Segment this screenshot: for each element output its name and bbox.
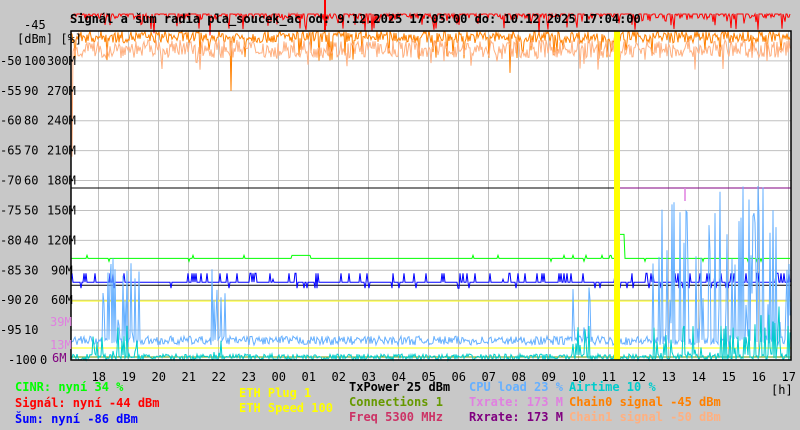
x-tick-label: 17 bbox=[782, 370, 796, 384]
legend-item: Šum: nyní -86 dBm bbox=[15, 411, 138, 426]
y-tick-pct: 10 bbox=[24, 323, 38, 337]
x-tick-label: 07 bbox=[482, 370, 496, 384]
y-tick-pct: 50 bbox=[24, 203, 38, 217]
x-tick-label: 11 bbox=[602, 370, 616, 384]
y-tick-dbm: -95 bbox=[0, 323, 22, 337]
y-tick-rate: 180M bbox=[47, 174, 76, 188]
legend-item: TxPower 25 dBm bbox=[349, 380, 450, 394]
x-tick-label: 10 bbox=[572, 370, 586, 384]
y-tick-dbm: -60 bbox=[0, 114, 22, 128]
y-tick-rate: 210M bbox=[47, 144, 76, 158]
x-tick-label: 06 bbox=[452, 370, 466, 384]
y-tick-dbm: -80 bbox=[0, 233, 22, 247]
x-tick-label: 22 bbox=[212, 370, 226, 384]
y-tick-rate: 240M bbox=[47, 114, 76, 128]
series-chain1-signal bbox=[70, 38, 791, 157]
x-tick-label: 08 bbox=[512, 370, 526, 384]
x-tick-label: 23 bbox=[242, 370, 256, 384]
x-tick-label: 01 bbox=[302, 370, 316, 384]
x-tick-label: 15 bbox=[722, 370, 736, 384]
rate-marker-label: 6M bbox=[52, 351, 66, 365]
x-tick-label: 21 bbox=[182, 370, 196, 384]
y-axis-labels: -45-50 100 300M-55 90 270M-60 80 240M-65 70 210M… bbox=[0, 18, 76, 367]
y-tick-pct: 0 bbox=[40, 353, 47, 367]
series-signal bbox=[70, 12, 791, 36]
x-tick-label: 05 bbox=[422, 370, 436, 384]
legend-item: CPU load 23 % bbox=[469, 380, 564, 394]
series-cinr bbox=[71, 233, 790, 263]
legend-item: CINR: nyní 34 % bbox=[15, 380, 124, 394]
x-tick-label: 09 bbox=[542, 370, 556, 384]
legend-item: Signál: nyní -44 dBm bbox=[15, 396, 160, 410]
y-tick-dbm: -50 bbox=[0, 54, 22, 68]
y-tick-dbm: -100 bbox=[8, 353, 37, 367]
x-tick-label: 14 bbox=[692, 370, 706, 384]
x-tick-label: 19 bbox=[122, 370, 136, 384]
rate-marker-label: 13M bbox=[50, 338, 72, 352]
x-unit-label: [h] bbox=[771, 383, 793, 397]
x-tick-label: 04 bbox=[392, 370, 406, 384]
y-tick-rate: 60M bbox=[51, 293, 73, 307]
y-tick-dbm: -45 bbox=[24, 18, 46, 32]
x-tick-label: 03 bbox=[362, 370, 376, 384]
y-tick-dbm: -90 bbox=[0, 293, 22, 307]
y-tick-pct: 90 bbox=[24, 84, 38, 98]
series-cpu-load bbox=[70, 186, 791, 347]
series-airtime bbox=[70, 306, 791, 362]
plot-frame bbox=[70, 30, 792, 361]
y-tick-dbm: -85 bbox=[0, 263, 22, 277]
grid bbox=[71, 31, 791, 360]
y-tick-rate: 270M bbox=[47, 84, 76, 98]
x-axis-labels: 18 19 20 21 22 23 00 01 02 03 04 05 06 07 08 09 10 11 12 13… bbox=[92, 370, 796, 384]
legend-item: Chain1 signal -50 dBm bbox=[569, 410, 721, 424]
y-tick-dbm: -55 bbox=[0, 84, 22, 98]
legend-item: Rxrate: 173 M bbox=[469, 410, 563, 424]
y-tick-dbm: -70 bbox=[0, 174, 22, 188]
legend-item: Connections 1 bbox=[349, 395, 443, 409]
x-tick-label: 12 bbox=[632, 370, 646, 384]
legend-item: ETH Plug 1 bbox=[239, 386, 311, 400]
x-tick-label: 00 bbox=[272, 370, 286, 384]
chart-title: Signál a šum radia pla_soucek_ac od: 9.1… bbox=[70, 12, 641, 27]
y-units-label: [dBm] [%] bbox=[17, 32, 82, 46]
y-tick-pct: 100 bbox=[24, 54, 46, 68]
rate-marker-label: 39M bbox=[50, 315, 72, 329]
x-tick-label: 18 bbox=[92, 370, 106, 384]
legend-item: ETH Speed 100 bbox=[239, 401, 333, 415]
outage-bar bbox=[614, 31, 620, 360]
series-layer bbox=[70, 0, 791, 362]
x-tick-label: 20 bbox=[152, 370, 166, 384]
y-tick-pct: 20 bbox=[24, 293, 38, 307]
x-tick-label: 02 bbox=[332, 370, 346, 384]
legend: CINR: nyní 34 % Signál: nyní -44 dBmŠum: … bbox=[15, 380, 721, 426]
y-tick-rate: 90M bbox=[51, 263, 73, 277]
y-tick-rate: 150M bbox=[47, 203, 76, 217]
series-chain0-signal bbox=[70, 29, 791, 91]
y-tick-pct: 70 bbox=[24, 144, 38, 158]
legend-item: Freq 5300 MHz bbox=[349, 410, 443, 424]
y-tick-dbm: -75 bbox=[0, 203, 22, 217]
x-tick-label: 13 bbox=[662, 370, 676, 384]
y-tick-rate: 120M bbox=[47, 233, 76, 247]
y-tick-pct: 80 bbox=[24, 114, 38, 128]
y-tick-dbm: -65 bbox=[0, 144, 22, 158]
legend-item: Airtime 10 % bbox=[569, 380, 656, 394]
x-tick-label: 16 bbox=[752, 370, 766, 384]
y-tick-pct: 40 bbox=[24, 233, 38, 247]
y-tick-pct: 30 bbox=[24, 263, 38, 277]
legend-item: Chain0 signal -45 dBm bbox=[569, 395, 721, 409]
series-noise bbox=[70, 272, 791, 289]
y-tick-pct: 60 bbox=[24, 174, 38, 188]
legend-item: Txrate: 173 M bbox=[469, 395, 563, 409]
y-tick-rate: 300M bbox=[47, 54, 76, 68]
